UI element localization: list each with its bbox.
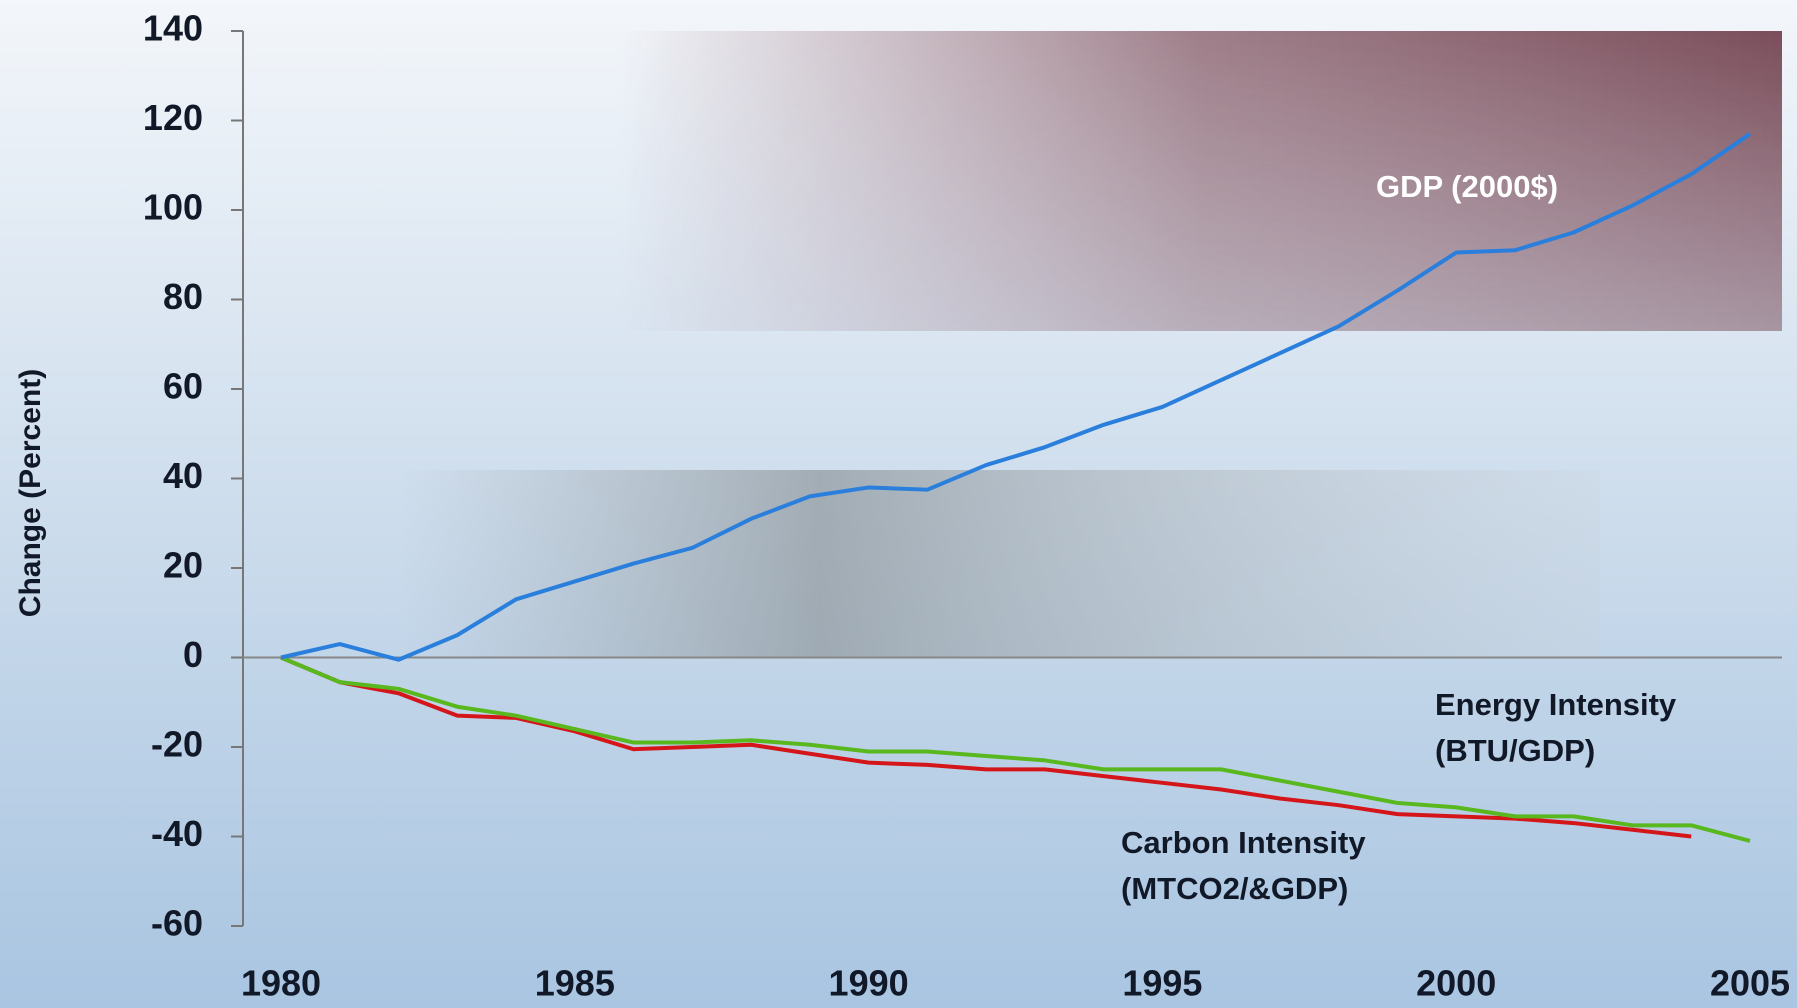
y-tick-label: 40 xyxy=(163,455,203,496)
y-tick-label: 80 xyxy=(163,276,203,317)
series-annotation: Energy Intensity xyxy=(1435,687,1677,722)
x-tick-label: 1990 xyxy=(829,963,909,1004)
series-line xyxy=(280,655,1692,839)
series-annotation: (BTU/GDP) xyxy=(1435,733,1595,768)
x-tick-label: 1980 xyxy=(241,963,321,1004)
y-tick-label: 0 xyxy=(183,634,203,675)
y-tick-label: 140 xyxy=(143,8,203,49)
y-tick-label: -20 xyxy=(151,724,203,765)
y-tick-label: 100 xyxy=(143,187,203,228)
x-tick-label: 2005 xyxy=(1710,963,1790,1004)
y-tick-label: -60 xyxy=(151,903,203,944)
series-annotation: GDP (2000$) xyxy=(1376,169,1558,204)
series-annotation: Carbon Intensity xyxy=(1121,825,1366,860)
y-tick-label: 60 xyxy=(163,366,203,407)
series-line xyxy=(280,655,1751,843)
y-axis-label: Change (Percent) xyxy=(14,369,47,617)
x-tick-label: 2000 xyxy=(1416,963,1496,1004)
y-tick-label: -40 xyxy=(151,813,203,854)
y-tick-label: 120 xyxy=(143,97,203,138)
y-tick-label: 20 xyxy=(163,545,203,586)
x-tick-label: 1995 xyxy=(1122,963,1202,1004)
series-annotation: (MTCO2/&GDP) xyxy=(1121,871,1348,906)
series-line xyxy=(280,132,1752,662)
photo-sea xyxy=(400,470,1600,657)
x-tick-label: 1985 xyxy=(535,963,615,1004)
photo-sky xyxy=(620,31,1782,331)
